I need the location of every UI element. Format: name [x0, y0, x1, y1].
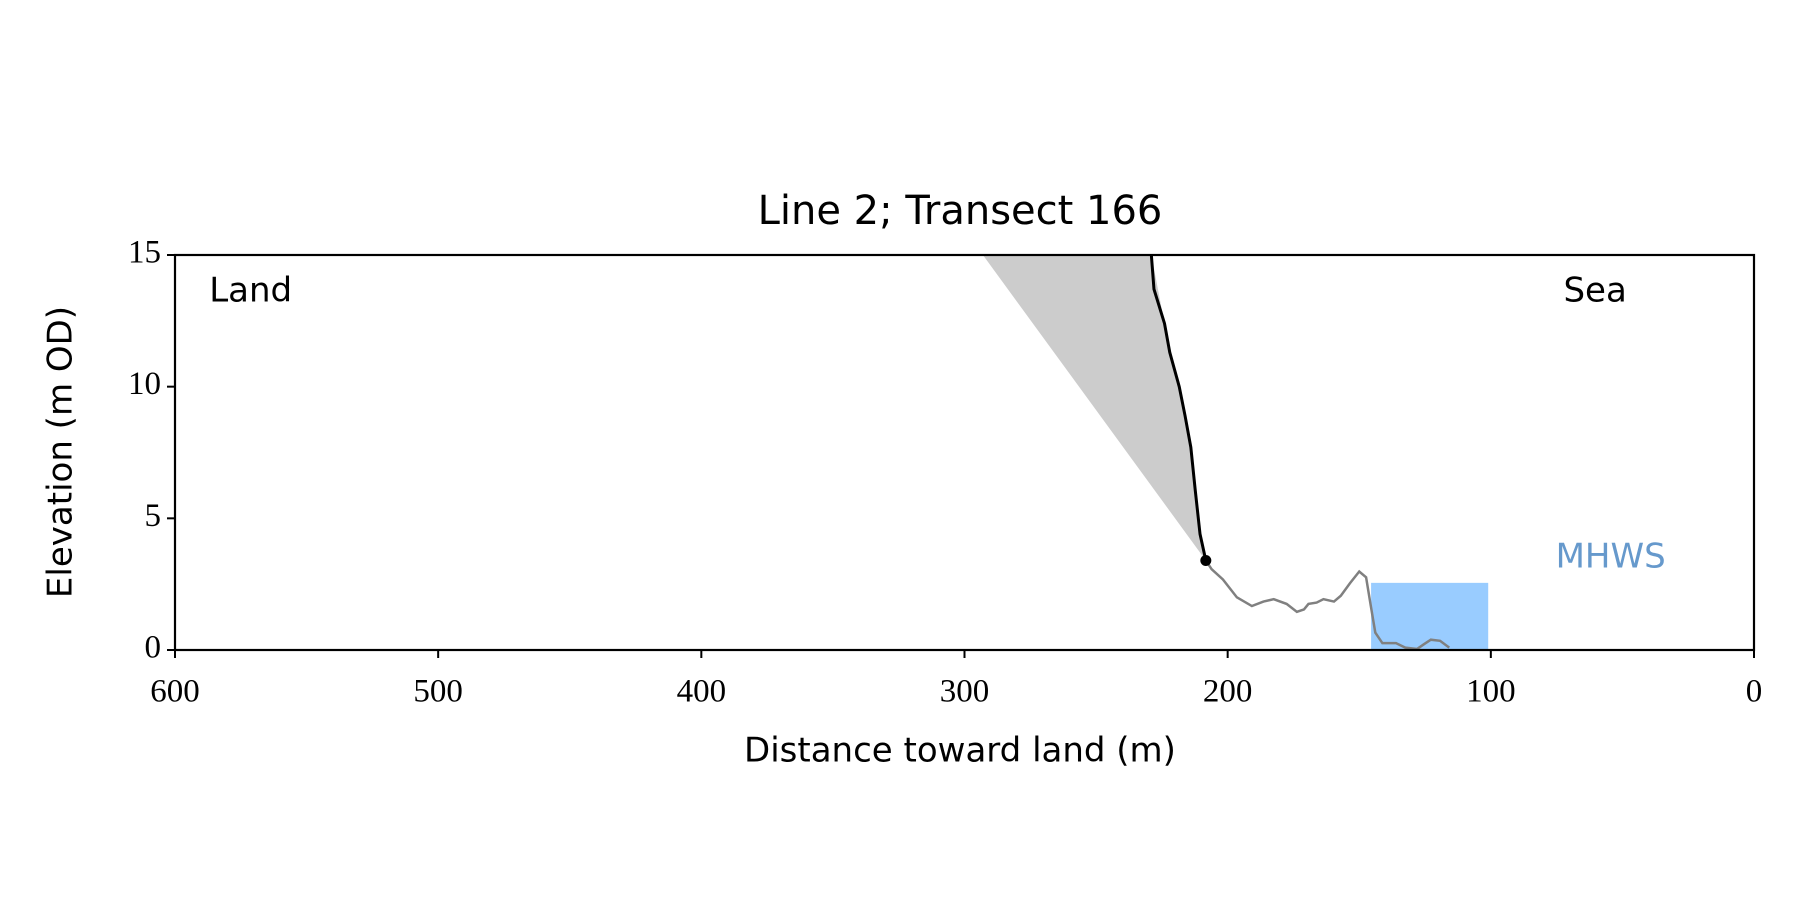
y-tick-label: 10 [128, 366, 161, 402]
y-tick-label: 15 [128, 235, 161, 271]
profile-line [1204, 559, 1450, 651]
y-tick-label: 5 [145, 498, 162, 534]
y-tick-label: 0 [145, 630, 162, 666]
marker-point [1200, 554, 1212, 566]
plot-frame [173, 253, 1756, 652]
x-axis-label: Distance toward land (m) [744, 731, 1176, 771]
mhws-band [1371, 582, 1489, 650]
y-axis-label: Elevation (m OD) [41, 306, 81, 598]
x-tick-label: 300 [940, 674, 990, 710]
x-tick-label: 100 [1466, 674, 1516, 710]
annotation: MHWS [1556, 536, 1666, 576]
x-tick-label: 600 [150, 674, 200, 710]
profile-line [1149, 254, 1208, 561]
x-tick-label: 200 [1203, 674, 1253, 710]
x-tick-label: 500 [413, 674, 463, 710]
annotation: Sea [1563, 270, 1626, 310]
chart-title: Line 2; Transect 166 [758, 188, 1163, 234]
x-tick-label: 400 [677, 674, 727, 710]
x-tick-label: 0 [1746, 674, 1763, 710]
shaded-area [982, 255, 1206, 561]
annotation: Land [209, 270, 292, 310]
